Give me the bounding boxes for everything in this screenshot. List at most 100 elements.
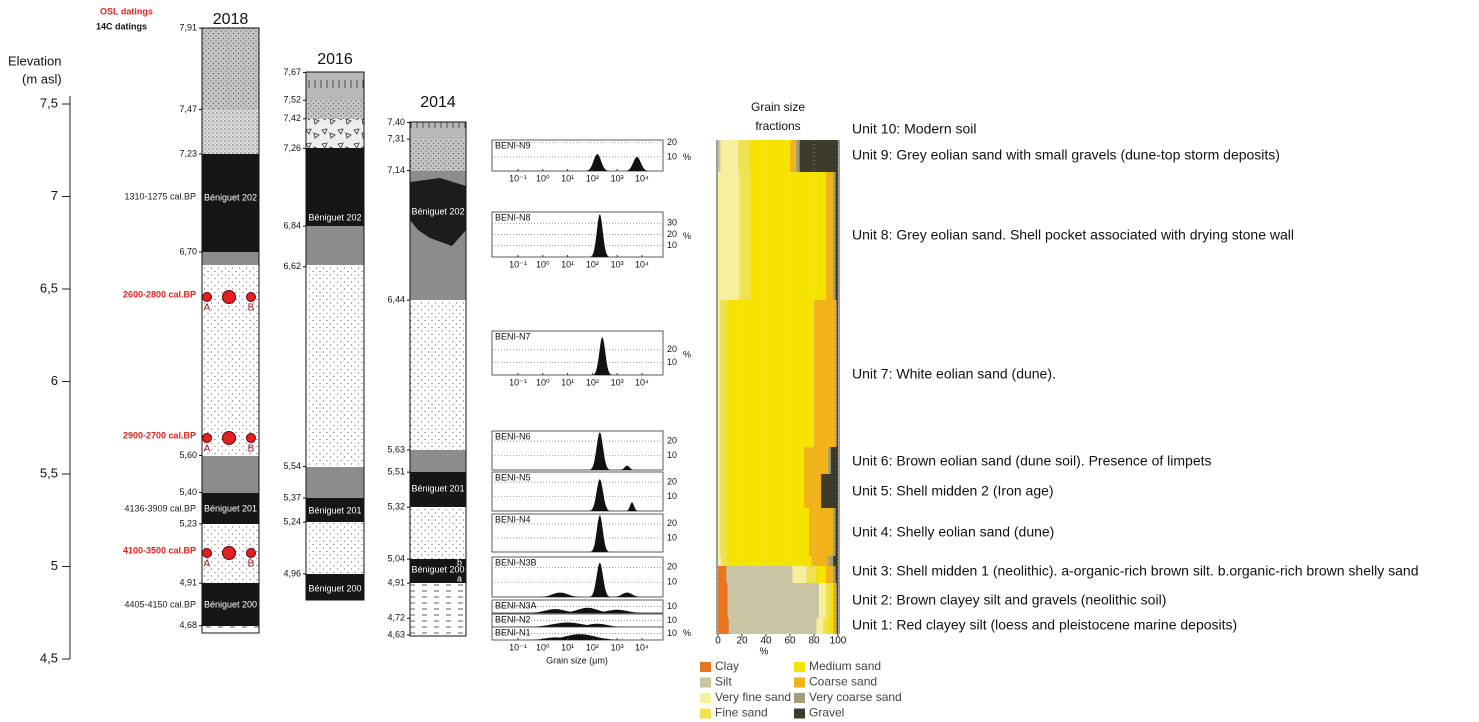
elevation-label: 5,54 [283,461,301,471]
elevation-label: 5,04 [387,553,405,563]
legend-label: Silt [715,675,732,689]
x-tick-label: 10¹ [561,642,574,652]
elevation-label: 5,40 [179,487,197,497]
distribution-peak [590,214,609,257]
unit-description: Unit 6: Brown eolian sand (dune soil). P… [852,453,1212,469]
section-year: 2014 [420,94,456,111]
fraction-segment [718,474,721,508]
fraction-segment [835,583,837,618]
fraction-segment [818,583,826,618]
y-unit: % [683,152,691,162]
distribution-peak [612,592,642,597]
dating-label: 2900-2700 cal.BP [123,430,196,440]
y-tick-label: 20 [667,518,677,528]
elevation-label: 4,96 [283,568,301,578]
legend-swatch [700,662,711,672]
unit-label: Béniguet 202 [204,192,257,202]
sample-name: BENI-N3B [495,557,537,567]
x-axis-unit: % [760,647,769,658]
legend-swatch [794,677,805,688]
histogram-frame [491,513,664,553]
fraction-segment [833,618,836,634]
unit-description: Unit 5: Shell midden 2 (Iron age) [852,483,1054,499]
fraction-segment [727,556,812,566]
fraction-segment [814,300,836,447]
distribution-peak [586,154,609,171]
dating-label: 1310-1275 cal.BP [124,191,196,201]
x-tick-label: 10⁰ [536,642,550,652]
osl-sample [246,292,256,302]
layer [306,226,364,265]
fraction-segment [835,566,838,583]
fraction-segment [720,474,728,508]
fraction-segment [727,300,814,447]
elevation-label: 6,70 [179,246,197,256]
fraction-segment [836,300,838,447]
unit-description: Unit 9: Grey eolian sand with small grav… [852,147,1280,163]
y-tick-label: 6 [51,373,58,388]
section-year: 2016 [317,51,353,68]
fraction-segment [833,556,838,566]
x-tick-label: 10² [586,173,599,183]
histogram-frame [491,556,664,598]
unit-description: Unit 1: Red clayey silt (loess and pleis… [852,617,1237,633]
y-tick-label: 10 [667,491,677,501]
sample-label: A [204,559,211,570]
elevation-label: 7,14 [387,165,405,175]
elevation-label: 7,67 [283,67,301,77]
fraction-segment [804,474,822,508]
fraction-segment [751,172,826,300]
fraction-segment [836,583,838,618]
sample-name: BENI-N8 [495,212,531,222]
fraction-segment [727,508,810,556]
y-tick-label: 5,5 [40,465,58,480]
distribution-peak [525,637,585,640]
fraction-segment [720,140,739,172]
layer [306,574,364,600]
y-tick-label: 10 [667,240,677,250]
x-tick-label: 10⁻¹ [509,642,527,652]
y-tick-label: 10 [667,601,677,611]
layer [202,252,259,265]
fraction-segment [718,583,728,618]
sample-label: A [204,444,211,455]
elevation-label: 5,51 [387,467,405,477]
histogram-frame [491,211,664,258]
x-tick-label: 10⁴ [635,642,649,652]
fraction-segment [718,566,727,583]
fraction-segment [835,508,838,556]
distribution-peak [590,479,610,511]
elevation-label: 7,47 [179,104,197,114]
legend-swatch [794,693,805,703]
legend-label: Gravel [809,706,844,720]
layer [202,626,259,633]
y-tick-label: 20 [667,435,677,445]
x-tick-label: 0 [715,636,721,647]
fraction-segment [833,172,836,300]
osl-sample [246,548,256,558]
sample-name: BENI-N6 [495,431,531,441]
sample-label: B [248,559,255,570]
fraction-segment [799,140,838,172]
y-tick-label: 20 [667,137,677,147]
fraction-segment [790,140,796,172]
fraction-segment [726,566,793,583]
fraction-segment [816,566,826,583]
fraction-segment [828,556,834,566]
distribution-peak [557,607,618,613]
legend-osl: OSL datings [100,6,153,16]
shell-pocket [410,178,466,246]
fraction-segment [727,583,819,618]
sample-name: BENI-N7 [495,331,531,341]
unit-label: Béniguet 202 [308,212,361,222]
legend-label: Medium sand [809,659,881,673]
x-tick-label: 10⁻¹ [509,259,527,269]
distribution-peak [590,515,609,552]
unit-label: Béniguet 200 [411,564,464,574]
fraction-segment [835,300,837,447]
legend-label: Very fine sand [715,690,791,704]
legend-label: Fine sand [715,706,768,720]
x-tick-label: 10³ [611,173,624,183]
unit-label: Béniguet 202 [411,206,464,216]
osl-sample [202,548,212,558]
